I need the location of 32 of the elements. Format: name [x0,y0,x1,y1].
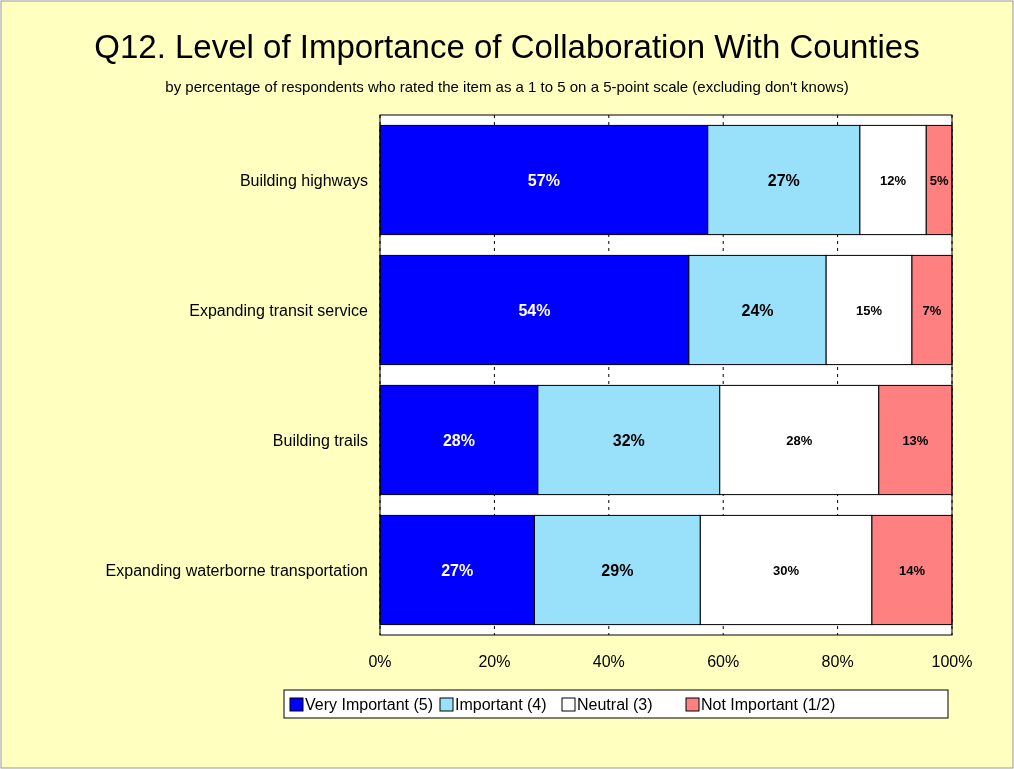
data-label: 14% [898,562,926,578]
data-label: 27% [441,561,474,579]
data-label: 28% [442,431,475,449]
y-tick-label: Expanding waterborne transportation [105,561,368,579]
data-label: 57% [527,171,560,189]
legend-label: Very Important (5) [305,696,434,713]
data-label: 7% [922,302,942,318]
data-label: 27% [767,171,800,189]
x-tick-label: 0% [368,653,392,670]
data-label: 29% [601,561,634,579]
data-label: 15% [856,302,883,318]
legend-label: Neutral (3) [577,696,653,713]
y-tick-label: Expanding transit service [189,301,369,319]
legend-label: Not Important (1/2) [701,696,836,713]
chart-subtitle: by percentage of respondents who rated the item as a 1 to 5 on a 5-point scale (excluding don't knows) [165,78,849,95]
data-label: 13% [902,432,929,448]
data-label: 28% [786,432,813,448]
data-label: 12% [880,172,907,188]
data-label: 32% [612,431,645,449]
legend-label: Important (4) [455,696,547,713]
x-tick-label: 20% [478,653,511,670]
x-tick-label: 80% [821,653,854,670]
x-tick-label: 100% [931,653,973,670]
x-tick-label: 40% [592,653,625,670]
x-tick-label: 60% [707,653,740,670]
data-label: 5% [929,172,949,188]
chart-title: Q12. Level of Importance of Collaboration With Counties [94,28,920,65]
data-label: 30% [773,562,800,578]
y-tick-label: Building trails [272,431,368,449]
y-tick-label: Building highways [239,171,368,189]
data-label: 24% [741,301,774,319]
data-label: 54% [518,301,551,319]
